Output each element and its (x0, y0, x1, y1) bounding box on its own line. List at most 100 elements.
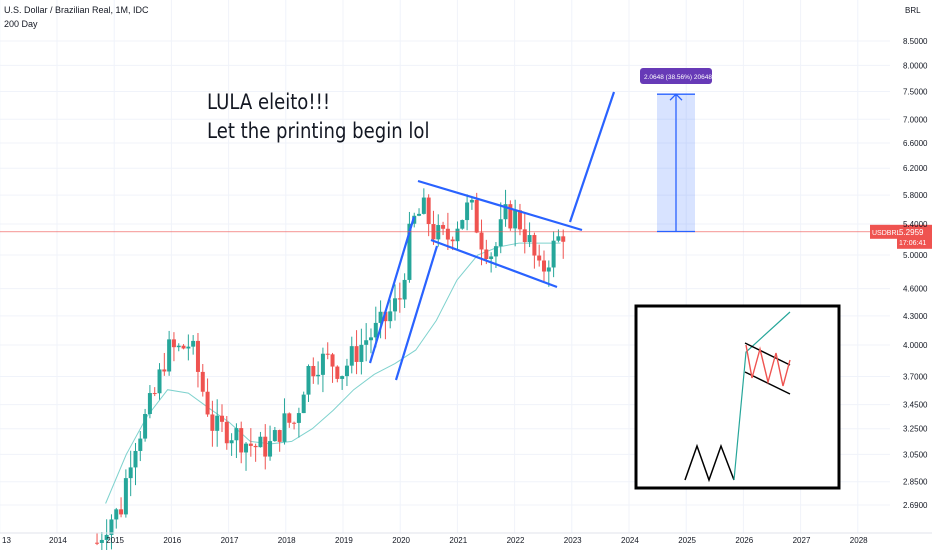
time-axis: 13 2014 2015 2016 2017 2018 2019 2020 2021 2022 20… (0, 532, 932, 545)
candle-body (383, 311, 388, 322)
x-tick-label: 2017 (221, 536, 239, 545)
candle-body (393, 298, 398, 312)
candle-body (306, 365, 311, 395)
candle-body (138, 438, 143, 451)
candle-body (205, 391, 210, 415)
y-tick-label: 3.0500 (903, 450, 928, 459)
text-annotation[interactable]: LULA eleito!!! Let the printing begin lo… (207, 88, 429, 146)
inset-zigzag (684, 443, 735, 483)
candle-body (147, 393, 152, 415)
ticker-label: USDBRL (872, 230, 901, 237)
candle-body (335, 366, 340, 379)
price-badge (897, 224, 932, 249)
candle-body (364, 340, 369, 345)
candle-body (474, 199, 479, 233)
candle-body (292, 422, 297, 424)
flagpole-left-line (368, 216, 416, 364)
y-tick-label: 5.8000 (903, 191, 928, 200)
candle-body (532, 235, 537, 256)
y-tick-label: 3.7000 (903, 372, 928, 381)
y-tick-label: 8.5000 (903, 37, 928, 46)
flagpole-right-line (394, 245, 439, 381)
candle-body (316, 374, 321, 377)
candle-body (301, 394, 306, 414)
candle-body (123, 478, 128, 515)
y-tick-label: 7.5000 (903, 87, 928, 96)
symbol-title: U.S. Dollar / Brazilian Real, 1M, IDC (4, 5, 149, 15)
chart-legend: U.S. Dollar / Brazilian Real, 1M, IDC 20… (4, 3, 149, 31)
countdown-label: 17:06:41 (899, 240, 926, 247)
candle-body (143, 414, 148, 439)
measure-label: 2.0648 (38.56%) 20648 (644, 74, 712, 81)
x-tick-label: 2027 (793, 536, 811, 545)
candle-body (546, 267, 551, 272)
candle-body (244, 443, 249, 453)
candle-body (195, 340, 200, 372)
y-tick-label: 5.4000 (903, 220, 928, 229)
candle-body (508, 204, 513, 229)
indicator-label: 200 Day (4, 19, 38, 29)
y-tick-label: 6.2000 (903, 164, 928, 173)
annotation-line-1: LULA eleito!!! (207, 90, 331, 114)
candle-body (268, 441, 273, 457)
candle-body (441, 225, 446, 229)
x-tick-label: 2025 (678, 536, 696, 545)
candle-body (493, 246, 498, 257)
y-tick-label: 2.8500 (903, 478, 928, 487)
candle-body (450, 239, 455, 242)
candle-body (561, 236, 566, 242)
candle-body (224, 421, 229, 444)
candle-body (128, 467, 133, 479)
candle-body (325, 353, 330, 355)
measure-label-bg (640, 68, 712, 84)
y-tick-label: 7.0000 (903, 115, 928, 124)
candle-body (263, 436, 268, 457)
y-tick-label: 4.3000 (903, 312, 928, 321)
candle-body (484, 249, 489, 259)
candle-body (287, 413, 292, 423)
y-tick-label: 2.6900 (903, 501, 928, 510)
candle-body (455, 228, 460, 242)
x-tick-label: 2022 (507, 536, 525, 545)
candle-body (215, 415, 220, 431)
candle-body (272, 430, 277, 442)
inset-flag-zigzag (745, 344, 791, 387)
y-tick-label: 5.0000 (903, 251, 928, 260)
candle-body (311, 365, 316, 377)
candle-body (109, 519, 114, 535)
candle-body (537, 255, 542, 261)
candle-body (114, 509, 119, 520)
candle-body (258, 436, 263, 448)
candle-body (340, 376, 345, 379)
candle-body (417, 213, 422, 216)
x-tick-label: 13 (2, 536, 11, 545)
candle-body (229, 440, 234, 444)
candle-body (104, 534, 109, 540)
candle-body (176, 345, 181, 348)
candle-body (556, 236, 561, 241)
candle-body (344, 365, 349, 377)
candle-body (388, 311, 393, 322)
x-tick-label: 2019 (335, 536, 353, 545)
candle-body (551, 240, 556, 268)
x-tick-label: 2020 (392, 536, 410, 545)
candle-body (460, 220, 465, 229)
candle-body (402, 279, 407, 300)
annotation-line-2: Let the printing begin lol (207, 119, 430, 143)
candle-body (378, 311, 383, 323)
candle-body (95, 542, 100, 544)
flag-upper-line (417, 179, 583, 232)
candle-body (445, 228, 450, 240)
inset-flag-upper (744, 342, 791, 366)
ticker-badge (870, 224, 897, 239)
candle-body (239, 428, 244, 453)
y-tick-label: 4.0000 (903, 341, 928, 350)
candle-body (219, 415, 224, 422)
candle-body (436, 225, 441, 240)
y-tick-label: 8.0000 (903, 61, 928, 70)
candle-body (282, 413, 287, 442)
candle-body (330, 354, 335, 367)
candle-body (253, 445, 258, 448)
